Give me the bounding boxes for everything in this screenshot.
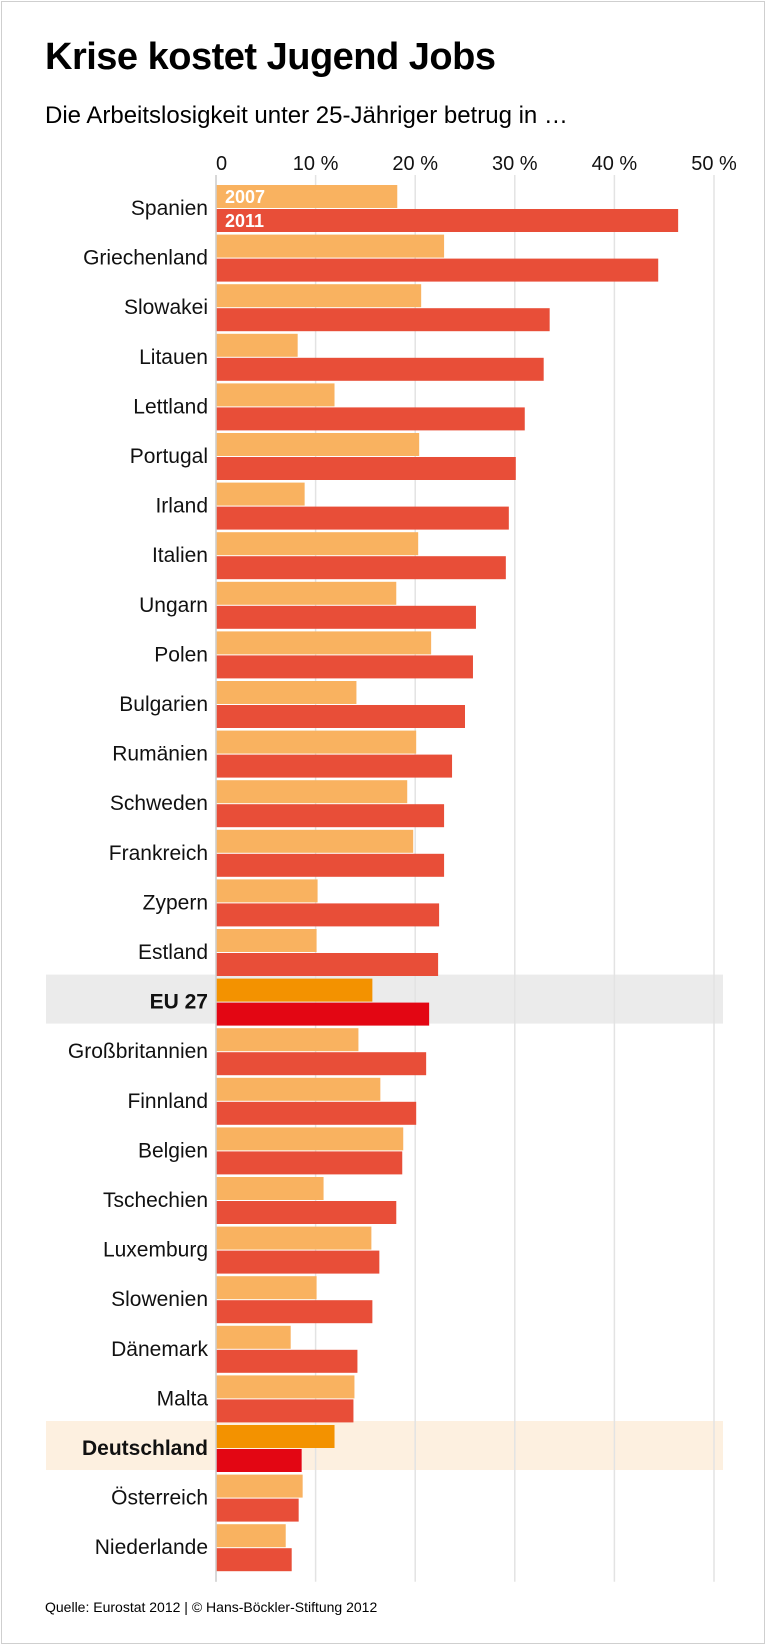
bar-2007: [216, 284, 422, 308]
bar-2011: [216, 754, 453, 778]
bar-2011: [216, 953, 439, 976]
source-note: Quelle: Eurostat 2012 | © Hans-Böckler-S…: [45, 1599, 378, 1615]
bar-2011: [216, 357, 544, 381]
bar-2007: [216, 1028, 359, 1052]
bar-2011: [216, 1052, 427, 1076]
category-label: Litauen: [139, 346, 208, 369]
bar-2011: [216, 1151, 403, 1175]
bar-2011: [216, 506, 509, 530]
bar-2007: [216, 929, 317, 952]
category-label: Deutschland: [82, 1437, 208, 1460]
legend-2007: 2007: [225, 187, 265, 207]
bar-2007: [216, 433, 420, 456]
bar-2007: [216, 1524, 286, 1548]
bar-2007: [216, 1177, 324, 1200]
bar-2007: [216, 1127, 404, 1151]
bar-2011: [216, 853, 445, 877]
bar-2007: [216, 829, 414, 853]
category-label: Finnland: [127, 1090, 208, 1113]
bar-2011: [216, 804, 445, 828]
bar-2007: [216, 1226, 372, 1250]
bar-2007: [216, 383, 335, 407]
x-tick-label: 0: [216, 153, 227, 175]
category-label: Slowenien: [111, 1288, 208, 1311]
bar-2007: [216, 1077, 381, 1101]
legend-2011: 2011: [225, 211, 264, 231]
x-tick-label: 30 %: [492, 153, 538, 175]
bar-2011: [216, 209, 679, 232]
bar-2007: [216, 185, 398, 208]
x-tick-label: 40 %: [592, 153, 638, 175]
category-label: Schweden: [110, 792, 208, 815]
bar-2007: [216, 780, 408, 804]
bar-2007: [216, 482, 305, 506]
category-label: Tschechien: [103, 1189, 208, 1212]
bar-2007: [216, 631, 432, 655]
bar-2007: [216, 681, 357, 704]
bar-2007: [216, 532, 419, 556]
bar-2007: [216, 1474, 303, 1498]
category-label: Niederlande: [95, 1536, 208, 1559]
bar-2011: [216, 1250, 380, 1274]
category-label: Luxemburg: [103, 1239, 208, 1262]
x-tick-label: 10 %: [293, 153, 339, 175]
bar-chart: 0 10 % 20 % 30 % 40 % 50 % Spanien Griechenland…: [46, 153, 737, 1582]
x-tick-label: 20 %: [392, 153, 438, 175]
bar-2011: [216, 1101, 417, 1125]
bar-2007: [216, 234, 445, 258]
category-label: Italien: [152, 544, 208, 567]
bar-2007: [216, 581, 397, 605]
bar-2011: [216, 1498, 299, 1522]
category-label: Rumänien: [112, 743, 208, 766]
category-label: Dänemark: [111, 1338, 208, 1361]
bar-2007: [216, 333, 298, 357]
bar-2011: [216, 457, 516, 480]
bar-2011: [216, 1349, 358, 1373]
x-tick-label: 50 %: [691, 153, 737, 175]
bar-2011: [216, 308, 550, 332]
bar-2011: [216, 1300, 373, 1324]
bar-2011: [216, 556, 506, 580]
chart-subtitle: Die Arbeitslosigkeit unter 25-Jähriger b…: [45, 102, 568, 129]
bar-2011: [216, 605, 476, 629]
bar-2011: [216, 1002, 430, 1026]
category-label: Frankreich: [109, 842, 208, 865]
category-label: Portugal: [130, 445, 208, 468]
bar-2007: [216, 1276, 317, 1300]
category-label: Malta: [157, 1387, 209, 1410]
chart-title: Krise kostet Jugend Jobs: [45, 36, 496, 78]
bar-2007: [216, 1325, 291, 1349]
category-label: Großbritannien: [68, 1040, 208, 1063]
bar-2011: [216, 655, 473, 679]
highlight-band: [46, 1421, 723, 1470]
category-label: Belgien: [138, 1139, 208, 1162]
category-label: Slowakei: [124, 296, 208, 319]
bar-2011: [216, 1399, 354, 1423]
bar-2007: [216, 730, 417, 754]
bar-2007: [216, 1375, 355, 1399]
category-label: Spanien: [131, 197, 208, 220]
category-label: Bulgarien: [119, 693, 208, 716]
bar-2007: [216, 978, 373, 1002]
category-label: Griechenland: [83, 247, 208, 270]
category-label: Ungarn: [139, 594, 208, 617]
bar-2011: [216, 1548, 292, 1572]
category-label: Irland: [155, 495, 208, 518]
bar-2011: [216, 407, 525, 431]
category-label: Lettland: [133, 395, 208, 418]
bar-2011: [216, 903, 440, 927]
bar-2011: [216, 258, 659, 282]
bar-2007: [216, 879, 318, 903]
bar-2011: [216, 1201, 397, 1224]
bar-2011: [216, 705, 465, 728]
category-label: Estland: [138, 941, 208, 964]
bar-2007: [216, 1425, 335, 1448]
category-label: Zypern: [143, 891, 208, 914]
category-label: Österreich: [111, 1487, 208, 1510]
bar-2011: [216, 1449, 302, 1472]
category-label: Polen: [154, 643, 208, 666]
category-label: EU 27: [150, 991, 208, 1014]
